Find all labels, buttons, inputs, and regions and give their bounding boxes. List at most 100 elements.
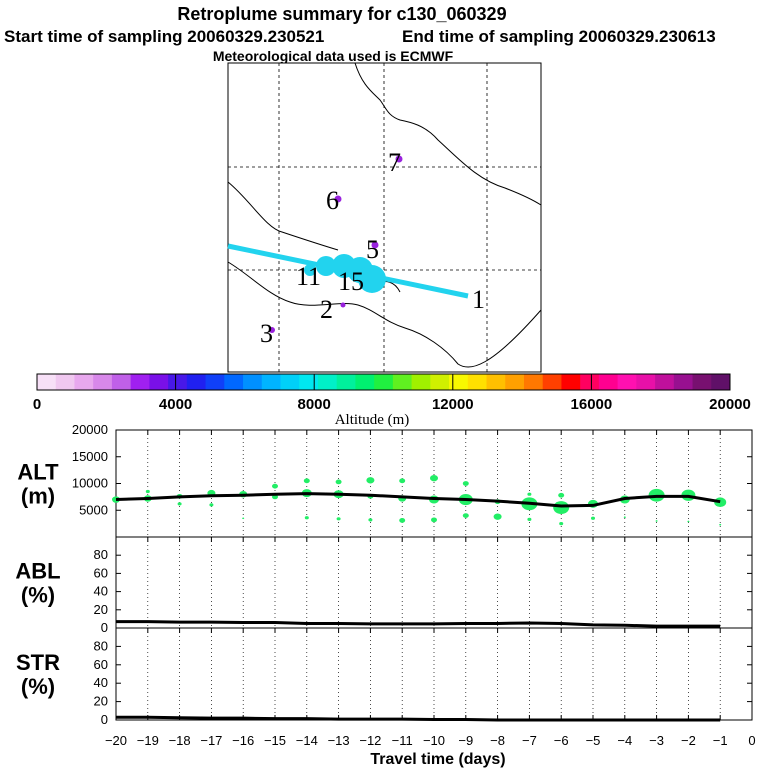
colorbar-tick-label: 0 (33, 396, 41, 413)
y-tick-label: 15000 (72, 449, 108, 464)
altitude-dot (304, 516, 309, 520)
y-axis-label: ABL (15, 559, 60, 584)
colorbar-swatch (523, 374, 544, 390)
map-gridlines (228, 63, 541, 372)
colorbar-swatch (111, 374, 132, 390)
y-axis-label: (m) (21, 484, 55, 509)
x-tick-label: −11 (392, 733, 413, 748)
y-tick-label: 80 (94, 638, 108, 653)
colorbar-swatch (37, 374, 57, 390)
colorbar-swatch (205, 374, 225, 390)
colorbar-swatch (580, 374, 600, 390)
colorbar-swatch (355, 374, 375, 390)
x-tick-label: −6 (554, 733, 569, 748)
colorbar-swatch (130, 374, 150, 390)
cluster-dot-7 (395, 155, 403, 163)
panel-frame (115, 627, 753, 721)
plume-blob (304, 264, 316, 276)
str-panel: 0 20 40 60 80 STR(%) (16, 627, 753, 727)
cluster-dots (269, 155, 403, 333)
altitude-dot (272, 483, 278, 489)
y-tick-label: 60 (94, 657, 108, 672)
colorbar-tick-label: 4000 (159, 396, 192, 413)
colorbar-swatch (224, 374, 244, 390)
colorbar-swatch (430, 374, 450, 390)
altitude-dot (719, 523, 722, 526)
cluster-dot-6 (334, 195, 342, 203)
cluster-label-7: 7 (388, 148, 401, 177)
altitude-dot (559, 522, 564, 526)
altitude-dot (303, 478, 310, 484)
colorbar-swatch (392, 374, 413, 390)
colorbar-swatch (243, 374, 263, 390)
y-tick-label: 0 (101, 712, 108, 727)
y-tick-label: 5000 (79, 502, 108, 517)
map-frame (227, 62, 542, 373)
colorbar-swatch (561, 374, 581, 390)
colorbar-swatch (617, 374, 637, 390)
map-panel: 7 6 5 11 15 1 2 3 (227, 62, 542, 373)
colorbar-tick-label: 16000 (571, 396, 613, 413)
cluster-label-3: 3 (260, 319, 273, 348)
colorbar-swatch (711, 374, 731, 390)
cluster-dot-5 (371, 241, 379, 249)
altitude-dot (209, 503, 214, 507)
x-tick-label: −14 (296, 733, 318, 748)
altitude-mean-line (115, 492, 721, 508)
y-tick-label: 40 (94, 584, 108, 599)
plume-blobs (304, 254, 386, 293)
plume-blob (358, 265, 386, 293)
y-axis-label: (%) (21, 674, 55, 699)
colorbar-swatch (149, 374, 169, 390)
y-axis-label: STR (16, 650, 60, 675)
str-line (116, 715, 721, 722)
x-tick-label: −20 (105, 733, 127, 748)
x-tick-label: 0 (748, 733, 755, 748)
x-tick-label: −1 (713, 733, 728, 748)
colorbar-label: Altitude (m) (335, 412, 410, 428)
colorbar-swatch (655, 374, 675, 390)
colorbar-swatch (317, 374, 338, 390)
colorbar-swatch (55, 374, 75, 390)
x-axis-label: Travel time (days) (370, 751, 505, 768)
y-axis-label: (%) (21, 583, 55, 608)
altitude-dot (553, 501, 570, 514)
colorbar-tick-label: 12000 (432, 396, 474, 413)
y-axis-label: ALT (17, 460, 59, 485)
altitude-dot (527, 517, 532, 521)
met-data-label: Meteorological data used is ECMWF (213, 48, 454, 64)
x-tick-label: −10 (423, 733, 445, 748)
colorbar-swatch (74, 374, 94, 390)
panel-frame (115, 536, 753, 629)
x-tick-label: −2 (681, 733, 696, 748)
time-series-panels: 5000100001500020000ALT(m)020406080ABL(%)… (15, 422, 755, 768)
altitude-dot (145, 489, 150, 494)
x-tick-label: −7 (522, 733, 537, 748)
cluster-label-5: 5 (366, 235, 379, 264)
colorbar-swatch (336, 374, 356, 390)
x-tick-label: −4 (617, 733, 632, 748)
altitude-dot (177, 502, 182, 506)
colorbar-tick-label: 20000 (709, 396, 751, 413)
cluster-dot-3 (269, 327, 275, 333)
colorbar-swatch (598, 374, 619, 390)
y-tick-label: 60 (94, 565, 108, 580)
colorbar-swatch (168, 374, 188, 390)
end-time-label: End time of sampling 20060329.230613 (402, 27, 716, 46)
altitude-dot (242, 517, 245, 520)
altitude-dot (431, 517, 437, 523)
colorbar-swatch (467, 374, 488, 390)
y-tick-label: 0 (101, 620, 108, 635)
y-tick-label: 20000 (72, 422, 108, 437)
x-tick-label: −3 (649, 733, 664, 748)
altitude-dot (655, 520, 658, 522)
altitude-dot (399, 478, 406, 484)
colorbar-swatch (486, 374, 506, 390)
altitude-dot (399, 518, 406, 523)
altitude-dot (462, 513, 469, 518)
x-tick-label: −5 (586, 733, 601, 748)
x-tick-label: −19 (137, 733, 159, 748)
cluster-label-1: 1 (472, 285, 485, 314)
altitude-dot (366, 477, 375, 484)
